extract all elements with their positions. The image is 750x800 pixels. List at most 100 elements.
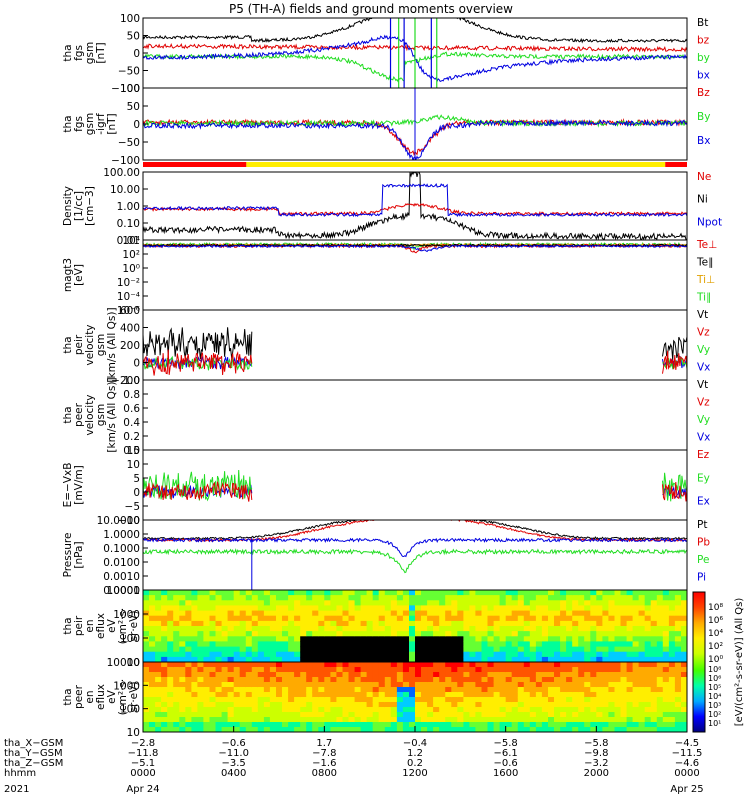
- spectrogram-cell: [149, 687, 156, 693]
- spectrogram-cell: [632, 615, 640, 622]
- spectrogram-cell: [179, 702, 186, 708]
- spectrogram-cell: [638, 605, 646, 612]
- spectrogram-cell: [378, 682, 386, 688]
- spectrogram-cell: [306, 610, 313, 617]
- spectrogram-cell: [409, 651, 416, 658]
- spectrogram-cell: [457, 600, 464, 606]
- spectrogram-cell: [681, 712, 687, 718]
- spectrogram-cell: [384, 692, 392, 698]
- spectrogram-cell: [632, 656, 640, 662]
- spectrogram-cell: [348, 727, 356, 732]
- spectrogram-cell: [415, 641, 422, 648]
- spectrogram-cell: [662, 697, 670, 703]
- trace-Ey: [662, 472, 687, 502]
- spectrogram-cell: [584, 641, 591, 648]
- spectrogram-cell: [233, 677, 241, 683]
- spectrogram-cell: [336, 620, 343, 627]
- spectrogram-cell: [197, 697, 204, 703]
- spectrogram-cell: [535, 605, 543, 612]
- spectrogram-cell: [529, 615, 537, 622]
- spectrogram-cell: [384, 641, 392, 648]
- spectrogram-cell: [463, 626, 470, 632]
- spectrogram-cell: [372, 712, 380, 718]
- spectrogram-cell: [596, 656, 603, 662]
- spectrogram-cell: [608, 636, 615, 642]
- spectrogram-cell: [360, 626, 368, 632]
- spectrogram-cell: [572, 646, 579, 653]
- spectrogram-cell: [251, 717, 259, 723]
- spectrogram-cell: [312, 590, 319, 596]
- spectrogram-cell: [656, 707, 664, 713]
- spectrogram-cell: [366, 687, 374, 693]
- y-tick-label: 0.6: [123, 403, 140, 415]
- ephemeris-label: tha_X−GSM: [4, 738, 63, 749]
- spectrogram-cell: [330, 600, 337, 606]
- spectrogram-cell: [529, 707, 537, 713]
- spectrogram-cell: [390, 662, 398, 668]
- spectrogram-cell: [535, 656, 543, 662]
- spectrogram-cell: [662, 595, 670, 601]
- spectrogram-cell: [263, 610, 271, 617]
- spectrogram-cell: [336, 636, 343, 642]
- spectrogram-cell: [566, 667, 573, 673]
- spectrogram-cell: [590, 712, 597, 718]
- spectrogram-cell: [481, 605, 489, 612]
- spectrogram-cell: [179, 656, 186, 662]
- spectrogram-cell: [378, 595, 386, 601]
- spectrogram-cell: [523, 641, 531, 648]
- y-axis-label-line: peer: [73, 402, 85, 427]
- spectrogram-cell: [421, 667, 428, 673]
- spectrogram-cell: [427, 646, 434, 653]
- spectrogram-cell: [668, 712, 676, 718]
- spectrogram-cell: [560, 697, 567, 703]
- spectrogram-cell: [541, 651, 549, 658]
- spectrogram-cell: [409, 626, 416, 632]
- spectrogram-cell: [445, 692, 452, 698]
- spectrogram-cell: [487, 656, 495, 662]
- spectrogram-cell: [505, 636, 513, 642]
- spectrogram-cell: [535, 610, 543, 617]
- spectrogram-cell: [143, 662, 150, 668]
- date-label: Apr 25: [670, 784, 703, 795]
- spectrogram-cell: [179, 712, 186, 718]
- spectrogram-cell: [560, 620, 567, 627]
- spectrogram-cell: [554, 707, 561, 713]
- y-tick-label: −10: [118, 515, 140, 527]
- spectrogram-cell: [215, 682, 223, 688]
- spectrogram-cell: [481, 646, 489, 653]
- plot-area-peir_velocity: [143, 327, 687, 376]
- spectrogram-cell: [505, 646, 513, 653]
- spectrogram-cell: [614, 631, 622, 637]
- spectrogram-cell: [372, 590, 380, 596]
- spectrogram-cell: [167, 590, 174, 596]
- spectrogram-cell: [179, 717, 186, 723]
- spectrogram-cell: [227, 651, 235, 658]
- spectrogram-cell: [572, 687, 579, 693]
- spectrogram-cell: [541, 590, 549, 596]
- spectrogram-cell: [608, 672, 615, 678]
- spectrogram-cell: [445, 656, 452, 662]
- spectrogram-cell: [668, 641, 676, 648]
- spectrogram-cell: [505, 620, 513, 627]
- spectrogram-cell: [554, 600, 561, 606]
- spectrogram-cell: [668, 590, 676, 596]
- spectrogram-cell: [481, 662, 489, 668]
- spectrogram-cell: [306, 717, 313, 723]
- spectrogram-cell: [173, 667, 180, 673]
- spectrogram-cell: [384, 672, 392, 678]
- spectrogram-cell: [415, 712, 422, 718]
- spectrogram-cell: [312, 620, 319, 627]
- spectrogram-cell: [572, 590, 579, 596]
- spectrogram-cell: [608, 667, 615, 673]
- spectrogram-cell: [402, 615, 410, 622]
- spectrogram-cell: [481, 687, 489, 693]
- spectrogram-cell: [366, 672, 374, 678]
- spectrogram-cell: [596, 600, 603, 606]
- y-axis-label-line: peir: [73, 615, 85, 636]
- spectrogram-cell: [560, 595, 567, 601]
- spectrogram-cell: [681, 636, 687, 642]
- spectrogram-cell: [257, 646, 265, 653]
- ephemeris-value: −4.5: [675, 738, 699, 749]
